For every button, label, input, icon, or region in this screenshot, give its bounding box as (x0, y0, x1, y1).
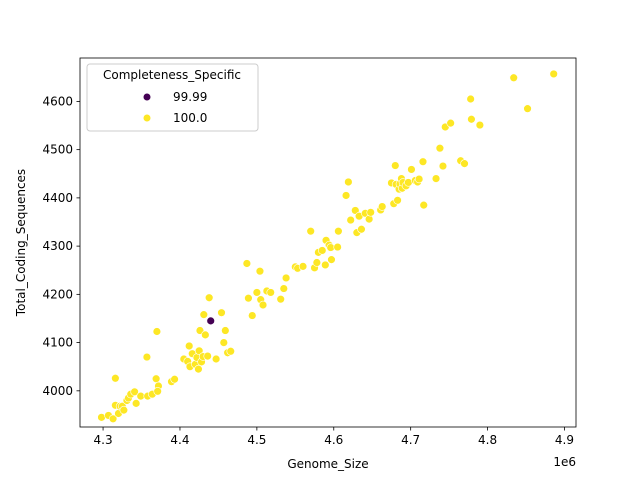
data-point-100-0 (219, 338, 229, 347)
legend: Completeness_Specific 99.99 100.0 (86, 63, 259, 132)
data-point-100-0 (391, 161, 400, 170)
data-point-100-0 (351, 206, 360, 215)
data-point-100-0 (248, 311, 257, 320)
x-tick-label: 4.9 (555, 433, 574, 447)
data-point-100-0 (446, 118, 455, 128)
data-point-100-0 (357, 225, 366, 234)
y-axis: 4000 4100 4200 4300 4400 4500 4600 (42, 94, 80, 398)
data-point-100-0 (279, 284, 288, 293)
data-point-100-0 (509, 73, 518, 82)
data-point-100-0 (341, 191, 351, 200)
data-point-100-0 (201, 330, 210, 340)
data-point-100-0 (366, 208, 375, 217)
data-point-100-0 (266, 288, 275, 297)
y-axis-label: Total_Coding_Sequences (14, 169, 28, 317)
legend-marker-100 (142, 113, 152, 123)
data-point-100-0 (255, 267, 265, 276)
data-point-100-0 (344, 177, 353, 187)
data-point-100-0 (435, 144, 445, 153)
data-point-100-0 (327, 255, 336, 264)
data-point-100-0 (475, 120, 485, 130)
x-tick-label: 4.3 (94, 433, 113, 447)
data-point-100-0 (438, 161, 448, 171)
data-point-100-0 (244, 294, 253, 303)
legend-label-99-99: 99.99 (173, 90, 207, 104)
data-point-100-0 (276, 294, 285, 304)
data-point-100-0 (242, 259, 252, 268)
y-tick-label: 4300 (42, 239, 73, 253)
x-axis-offset-label: 1e6 (553, 455, 576, 469)
data-point-100-0 (318, 246, 327, 255)
data-point-100-0 (226, 347, 235, 356)
data-point-100-0 (199, 310, 209, 319)
data-point-100-0 (333, 242, 342, 252)
y-tick-label: 4600 (42, 94, 73, 108)
data-point-100-0 (194, 346, 204, 355)
data-point-100-0 (184, 341, 194, 351)
data-point-100-0 (111, 374, 120, 383)
data-point-100-0 (393, 196, 402, 205)
x-tick-label: 4.5 (247, 433, 266, 447)
y-tick-label: 4200 (42, 287, 73, 301)
data-point-100-0 (221, 326, 230, 335)
data-point-100-0 (298, 262, 308, 271)
x-tick-label: 4.6 (324, 433, 343, 447)
data-point-100-0 (258, 300, 268, 310)
data-point-100-0 (97, 413, 106, 422)
data-point-100-0 (119, 405, 129, 415)
data-point-100-0 (130, 387, 139, 396)
data-point-100-0 (404, 178, 413, 187)
data-point-100-0 (142, 352, 152, 362)
data-point-100-0 (152, 327, 162, 336)
y-tick-label: 4000 (42, 384, 73, 398)
data-point-100-0 (321, 260, 330, 270)
data-point-100-0 (252, 288, 262, 297)
data-point-100-0 (466, 94, 475, 104)
data-point-100-0 (467, 115, 476, 124)
data-point-100-0 (153, 387, 162, 396)
data-point-100-0 (414, 174, 424, 184)
data-point-100-0 (378, 202, 387, 211)
x-axis: 4.3 4.4 4.5 4.6 4.7 4.8 4.9 (94, 427, 574, 447)
data-point-100-0 (346, 215, 355, 225)
data-point-99-99 (206, 316, 215, 326)
y-tick-label: 4100 (42, 336, 73, 350)
x-tick-label: 4.8 (478, 433, 497, 447)
data-point-100-0 (419, 200, 428, 210)
data-point-100-0 (151, 374, 161, 383)
legend-frame (86, 63, 259, 132)
data-point-100-0 (431, 174, 441, 183)
y-tick-label: 4400 (42, 191, 73, 205)
data-point-100-0 (108, 414, 118, 423)
data-point-100-0 (204, 293, 214, 302)
x-tick-label: 4.4 (170, 433, 189, 447)
data-point-100-0 (217, 308, 226, 317)
data-point-100-0 (211, 354, 221, 364)
legend-marker-99-99 (142, 92, 152, 102)
legend-title: Completeness_Specific (103, 68, 241, 82)
y-tick-label: 4500 (42, 143, 73, 157)
x-axis-label: Genome_Size (287, 457, 368, 471)
data-point-100-0 (326, 243, 335, 252)
data-point-100-0 (281, 273, 291, 283)
data-point-100-0 (170, 375, 179, 384)
data-point-100-0 (549, 69, 558, 79)
data-point-100-0 (334, 226, 343, 236)
data-point-100-0 (203, 351, 212, 361)
data-point-100-0 (312, 258, 322, 267)
data-point-100-0 (418, 157, 428, 166)
data-point-100-0 (523, 104, 532, 113)
data-point-100-0 (194, 364, 203, 374)
data-point-100-0 (460, 159, 469, 168)
data-point-100-0 (306, 226, 315, 236)
data-point-100-0 (407, 165, 416, 174)
x-tick-label: 4.7 (401, 433, 420, 447)
data-point-100-0 (131, 399, 141, 408)
points-layer (97, 69, 558, 423)
legend-label-100: 100.0 (173, 111, 207, 125)
